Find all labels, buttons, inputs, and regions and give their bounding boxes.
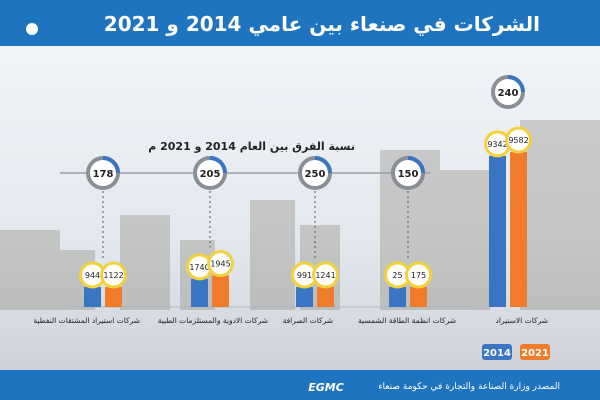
value-label-2014: 25 — [392, 271, 402, 280]
value-badge-2021 — [100, 261, 127, 289]
difference-ring-accent — [314, 156, 332, 174]
bar-2021 — [212, 275, 229, 307]
difference-value: 150 — [398, 169, 419, 180]
category-label: شركات الصرافة — [283, 316, 333, 325]
difference-ring-accent — [209, 156, 227, 174]
building — [440, 170, 490, 310]
header-bar — [0, 0, 600, 46]
category-group: 991 1241 250 شركات الصرافة — [283, 156, 339, 325]
bar-2014 — [489, 155, 506, 307]
building — [520, 120, 600, 310]
difference-ring-accent — [507, 75, 525, 93]
building — [250, 200, 295, 310]
header-dot — [26, 23, 38, 35]
building — [120, 215, 170, 310]
difference-title: نسبة الفرق بين العام 2014 و 2021 م — [148, 140, 355, 153]
building — [0, 230, 60, 310]
legend-label-2014: 2014 — [483, 348, 511, 359]
bar-2014 — [389, 287, 406, 307]
legend-swatch-2021 — [520, 344, 550, 360]
value-label-2014: 1740 — [189, 263, 209, 272]
value-label-2014: 9342 — [487, 140, 507, 149]
bar-2014 — [191, 278, 208, 307]
value-label-2021: 9582 — [508, 136, 528, 145]
bar-2014 — [84, 287, 101, 307]
category-label: شركات الاستيراد — [496, 316, 548, 325]
difference-ring-accent — [102, 156, 120, 174]
value-label-2021: 1241 — [315, 271, 335, 280]
category-group: 1740 1945 205 شركات الادوية والمستلزمات الط… — [158, 156, 268, 325]
category-group: 25 175 150 شركات انظمة الطاقة الشمسية — [358, 156, 456, 325]
category-label: شركات انظمة الطاقة الشمسية — [358, 316, 456, 325]
difference-value: 178 — [93, 169, 114, 180]
category-label: شركات الادوية والمستلزمات الطبية — [158, 316, 268, 325]
value-badge-2021 — [312, 261, 339, 289]
value-label-2014: 991 — [297, 271, 312, 280]
source-text: المصدر وزارة الصناعة والتجارة في حكومة ص… — [378, 382, 560, 392]
category-label: شركات استيراد المشتقات النفطية — [33, 316, 140, 325]
difference-ring-accent — [407, 156, 425, 174]
bar-2021 — [510, 152, 527, 307]
value-label-2021: 175 — [411, 271, 426, 280]
value-label-2021: 1122 — [103, 271, 123, 280]
legend-swatch-2014 — [482, 344, 512, 360]
value-label-2021: 1945 — [210, 260, 230, 269]
category-group: 9342 9582 240 شركات الاستيراد — [484, 75, 548, 325]
bar-2021 — [317, 286, 334, 307]
page-title: الشركات في صنعاء بين عامي 2014 و 2021 — [104, 12, 540, 37]
value-badge-2021 — [405, 261, 432, 289]
bar-2014 — [296, 287, 313, 307]
source-logo: EGMC — [308, 381, 344, 394]
bar-2021 — [105, 287, 122, 307]
legend-label-2021: 2021 — [521, 348, 549, 359]
value-badge-2021 — [505, 126, 532, 154]
category-group: 944 1122 178 شركات استيراد المشتقات النفطية — [33, 156, 140, 325]
difference-value: 240 — [498, 88, 519, 99]
difference-value: 205 — [200, 169, 221, 180]
bar-2021 — [410, 287, 427, 307]
legend: 2014 2021 — [482, 344, 550, 360]
footer-bar — [0, 370, 600, 400]
difference-value: 250 — [305, 169, 326, 180]
value-label-2014: 944 — [85, 271, 100, 280]
value-badge-2021 — [207, 250, 234, 278]
